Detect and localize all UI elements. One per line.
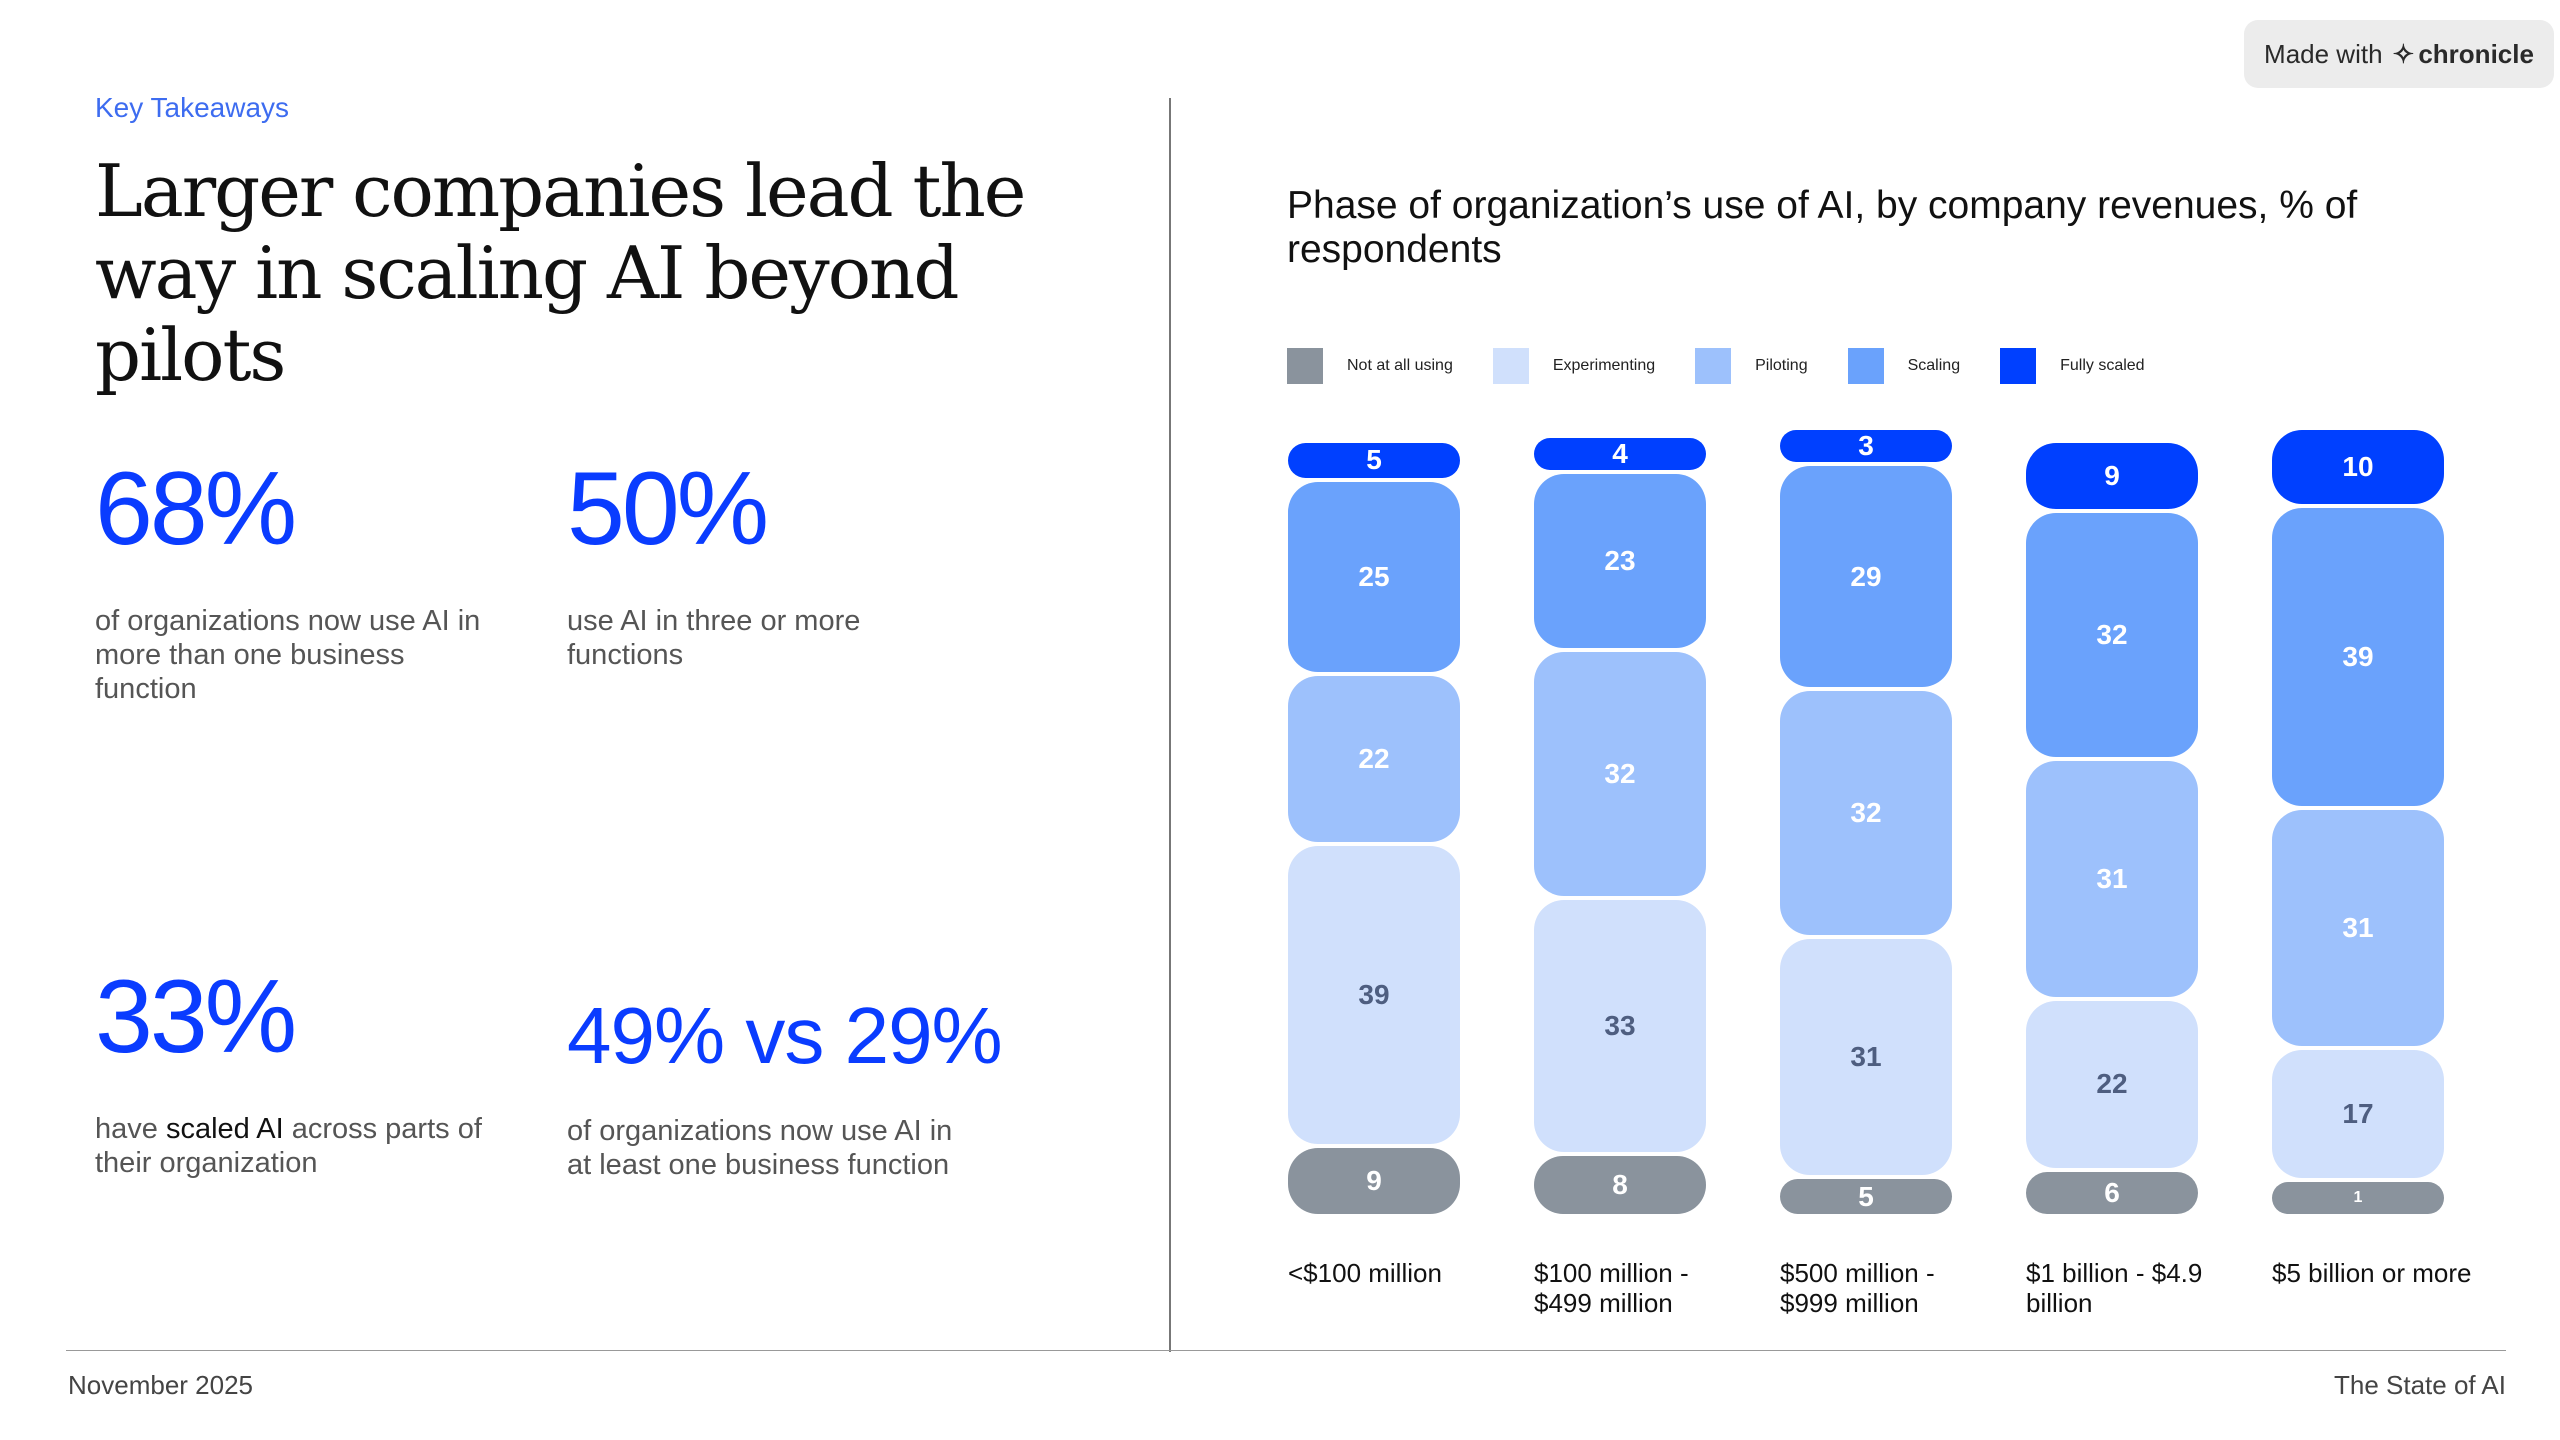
chart-title: Phase of organization’s use of AI, by co…	[1287, 184, 2358, 271]
stat-value: 68%	[95, 451, 297, 567]
stat-value: 50%	[567, 451, 769, 567]
bar-segment: 39	[1288, 846, 1460, 1145]
category-label: $1 billion - $4.9 billion	[2026, 1258, 2203, 1318]
stat-desc: have scaled AI across parts of their org…	[95, 1112, 495, 1180]
bar-segment: 4	[1534, 438, 1706, 470]
legend-item: Experimenting	[1492, 348, 1656, 384]
category-label: $5 billion or more	[2272, 1258, 2472, 1288]
stat-value: 33%	[95, 959, 297, 1075]
bar-segment: 22	[1288, 675, 1460, 842]
category-label: <$100 million	[1288, 1258, 1442, 1288]
bar-segment: 22	[2026, 1001, 2198, 1168]
bar-segment: 1	[2272, 1182, 2444, 1214]
legend-label: Not at all using	[1347, 357, 1453, 374]
legend-item: Scaling	[1847, 348, 1961, 384]
vertical-divider	[1169, 98, 1171, 1352]
bar-segment: 39	[2272, 507, 2444, 806]
bar-segment: 17	[2272, 1050, 2444, 1178]
made-with-chronicle-badge[interactable]: Made with ✧ chronicle	[2244, 20, 2554, 88]
bar-segment: 8	[1534, 1156, 1706, 1214]
stat-desc: of organizations now use AI in at least …	[567, 1115, 953, 1181]
desc-text: across parts of their organization	[95, 1113, 482, 1179]
bar-segment: 5	[1288, 443, 1460, 478]
legend-label: Scaling	[1907, 357, 1961, 374]
legend-item: Not at all using	[1287, 348, 1453, 384]
bar-segment: 9	[2026, 443, 2198, 509]
chronicle-logo: ✧ chronicle	[2393, 39, 2534, 70]
category-label: $100 million - $499 million	[1534, 1258, 1689, 1318]
legend-label: Fully scaled	[2060, 357, 2145, 374]
legend-label: Experimenting	[1552, 357, 1656, 374]
legend-swatch	[1492, 348, 1529, 384]
legend-swatch	[2000, 348, 2037, 384]
bar-segment: 31	[2026, 760, 2198, 997]
brand-name: chronicle	[2418, 38, 2534, 69]
legend-item: Piloting	[1695, 348, 1808, 384]
bar-segment: 32	[2026, 512, 2198, 757]
footer-divider	[66, 1350, 2506, 1351]
bar-segment: 33	[1534, 900, 1706, 1152]
bar-segment: 29	[1780, 466, 1952, 687]
bar-segment: 10	[2272, 430, 2444, 504]
desc-text: have	[95, 1113, 166, 1145]
stat-desc: use AI in three or more functions	[567, 605, 861, 671]
bar-segment: 31	[1780, 939, 1952, 1176]
legend-swatch	[1847, 348, 1884, 384]
bar-segment: 9	[1288, 1148, 1460, 1214]
footer-date: November 2025	[68, 1370, 253, 1400]
page-title: Larger companies lead the way in scaling…	[95, 149, 1026, 397]
stacked-bar-chart: 9 39 22 25 5 <$100 million 8 33 32 23 4 $100 millio…	[1288, 430, 2471, 1318]
bar-segment: 31	[2272, 810, 2444, 1047]
legend-label: Piloting	[1755, 357, 1808, 374]
legend-swatch	[1287, 348, 1323, 384]
footer-report: The State of AI	[2334, 1370, 2506, 1400]
kicker: Key Takeaways	[95, 92, 290, 123]
bar-segment: 3	[1780, 430, 1952, 463]
stat-value: 49% vs 29%	[567, 991, 1003, 1080]
desc-emphasis: scaled AI	[165, 1113, 284, 1145]
bar-segment: 32	[1780, 691, 1952, 935]
badge-prefix: Made with	[2264, 38, 2383, 69]
bar-segment: 25	[1288, 481, 1460, 672]
chart-legend: Not at all using Experimenting Piloting Sca…	[1287, 348, 2185, 384]
bar-segment: 5	[1780, 1179, 1952, 1214]
bar-segment: 6	[2026, 1171, 2198, 1214]
stat-desc: of organizations now use AI in more than…	[95, 605, 481, 705]
legend-item: Fully scaled	[2000, 348, 2145, 384]
category-label: $500 million - $999 million	[1780, 1258, 1935, 1318]
bar-segment: 23	[1534, 474, 1706, 649]
sparkle-icon: ✧	[2392, 38, 2415, 69]
bar-segment: 32	[1534, 652, 1706, 897]
legend-swatch	[1695, 348, 1732, 384]
